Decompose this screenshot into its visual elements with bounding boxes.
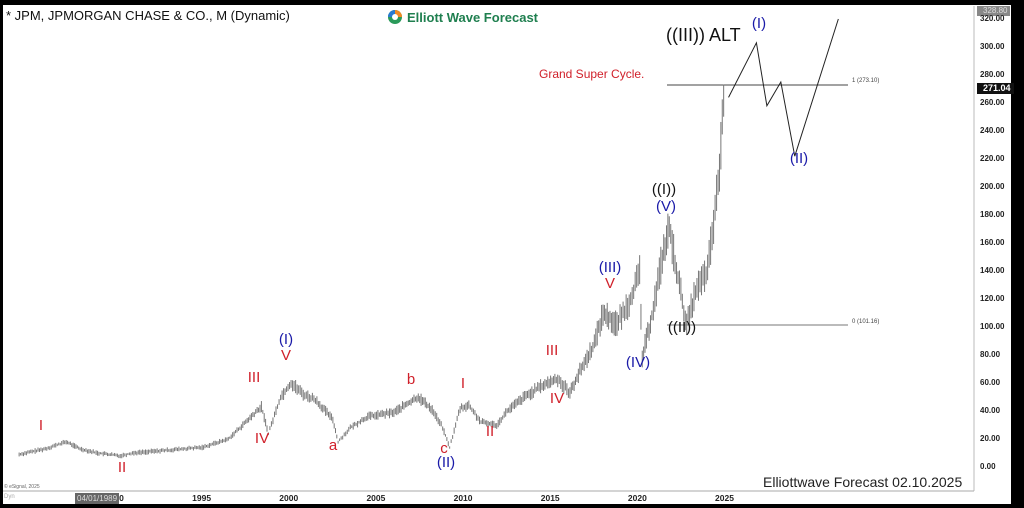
x-tick-label: 2025 <box>715 493 734 503</box>
fib-label-0: 0 (101.16) <box>852 319 880 325</box>
y-tick-label: 300.00 <box>980 42 1005 51</box>
wave-label: V <box>604 275 616 292</box>
wave-label: (V) <box>656 198 676 215</box>
y-tick-label: 240.00 <box>980 126 1005 135</box>
wave-label: (I) <box>751 15 767 32</box>
chart-title: * JPM, JPMORGAN CHASE & CO., M (Dynamic) <box>6 8 290 23</box>
wave-label: (I) <box>278 331 294 348</box>
footer-watermark: Elliottwave Forecast 02.10.2025 <box>763 474 963 490</box>
y-tick-label: 60.00 <box>980 378 1001 387</box>
y-tick-label: 320.00 <box>980 14 1005 23</box>
brand-swirl-icon <box>388 10 402 24</box>
wave-label: (II) <box>789 150 809 167</box>
wave-label: V <box>280 347 292 364</box>
y-tick-label: 140.00 <box>980 266 1005 275</box>
y-tick-label: 280.00 <box>980 70 1005 79</box>
esignal-copyright: © eSignal, 2025 <box>4 484 40 490</box>
y-tick-label: 20.00 <box>980 434 1001 443</box>
wave-iii-alt-label: ((III)) ALT <box>666 25 741 45</box>
chart-frame <box>3 5 1011 504</box>
y-tick-label: 260.00 <box>980 98 1005 107</box>
x-tick-label: 1995 <box>192 493 212 503</box>
y-tick-label: 40.00 <box>980 406 1001 415</box>
wave-label: III <box>545 342 559 359</box>
x-tick-label: 2015 <box>540 493 560 503</box>
wave-label: I <box>38 417 44 434</box>
wave-label: IV <box>549 390 565 407</box>
dyn-label: Dyn <box>4 494 15 500</box>
wave-label: (II) <box>436 454 456 471</box>
axis-high-tag: 328.80 <box>977 6 1011 16</box>
wave-label: ((II)) <box>667 319 697 336</box>
last-price-tag: 271.04 <box>977 83 1014 94</box>
brand-logo[interactable]: Elliott Wave Forecast <box>387 9 538 25</box>
wave-label: (IV) <box>625 354 651 371</box>
x-tick-label: 2020 <box>627 493 647 503</box>
wave-label: (III) <box>598 259 622 276</box>
cursor-date-tag: 04/01/1989 <box>75 493 120 504</box>
wave-label: b <box>406 371 416 388</box>
y-tick-label: 0.00 <box>980 462 996 471</box>
wave-label: a <box>328 437 338 454</box>
grand-super-cycle-label: Grand Super Cycle. <box>539 67 645 81</box>
wave-label: c <box>440 440 448 457</box>
y-tick-label: 200.00 <box>980 182 1005 191</box>
brand-name: Elliott Wave Forecast <box>407 9 538 25</box>
fib-label-1: 1 (273.10) <box>852 78 880 84</box>
x-tick-label: 2000 <box>279 493 299 503</box>
wave-label: III <box>247 369 261 386</box>
y-tick-label: 180.00 <box>980 210 1005 219</box>
wave-label: ((I)) <box>651 181 677 198</box>
y-tick-label: 80.00 <box>980 350 1001 359</box>
y-tick-label: 160.00 <box>980 238 1005 247</box>
price-bars <box>18 84 725 459</box>
projection-path <box>728 18 839 157</box>
x-tick-label: 2010 <box>453 493 473 503</box>
y-tick-label: 100.00 <box>980 322 1005 331</box>
y-tick-label: 220.00 <box>980 154 1005 163</box>
y-tick-label: 120.00 <box>980 294 1005 303</box>
wave-label: II <box>485 423 495 440</box>
wave-label: IV <box>254 430 270 447</box>
x-tick-label: 2005 <box>366 493 386 503</box>
wave-label: I <box>460 375 466 392</box>
wave-label: II <box>117 459 127 476</box>
